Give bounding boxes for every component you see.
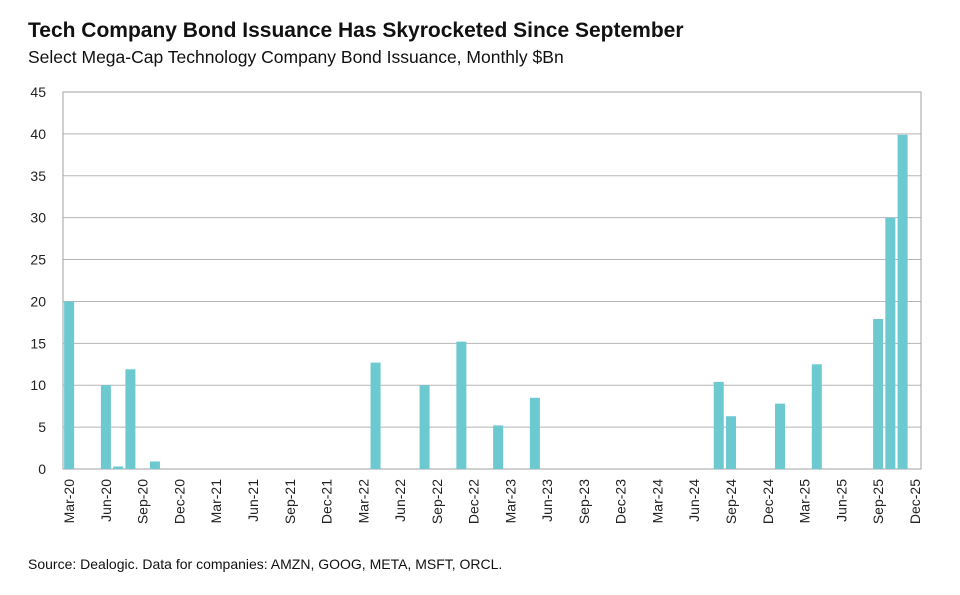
bar bbox=[64, 301, 75, 469]
chart-title: Tech Company Bond Issuance Has Skyrocket… bbox=[28, 19, 684, 42]
x-tick-label: Jun-21 bbox=[245, 479, 261, 522]
y-tick-label: 25 bbox=[30, 252, 46, 268]
bar bbox=[370, 362, 381, 469]
x-tick-label: Mar-23 bbox=[502, 479, 518, 524]
bar bbox=[125, 369, 136, 469]
bar bbox=[713, 381, 724, 469]
bar bbox=[456, 341, 467, 469]
x-tick-label: Mar-24 bbox=[649, 479, 665, 524]
chart-subtitle: Select Mega-Cap Technology Company Bond … bbox=[28, 47, 564, 67]
x-tick-label: Mar-22 bbox=[355, 479, 371, 524]
y-tick-label: 40 bbox=[30, 126, 46, 142]
y-tick-label: 10 bbox=[30, 377, 46, 393]
y-tick-label: 35 bbox=[30, 168, 46, 184]
x-tick-label: Sep-23 bbox=[576, 479, 592, 524]
bar bbox=[897, 134, 908, 469]
x-tick-label: Mar-21 bbox=[208, 479, 224, 524]
bar bbox=[529, 397, 540, 469]
x-tick-label: Jun-24 bbox=[686, 479, 702, 522]
y-tick-label: 30 bbox=[30, 210, 46, 226]
x-tick-label: Mar-20 bbox=[61, 479, 77, 524]
y-tick-label: 0 bbox=[38, 461, 46, 477]
plot-frame bbox=[62, 91, 922, 470]
x-tick-label: Jun-20 bbox=[98, 479, 114, 522]
x-tick-label: Dec-23 bbox=[613, 479, 629, 524]
y-tick-label: 45 bbox=[30, 84, 46, 100]
y-tick-label: 5 bbox=[38, 419, 46, 435]
bar bbox=[149, 461, 160, 469]
x-tick-label: Dec-21 bbox=[319, 479, 335, 524]
x-tick-label: Jun-25 bbox=[833, 479, 849, 522]
x-tick-label: Dec-25 bbox=[907, 479, 923, 524]
bar bbox=[419, 385, 430, 469]
x-tick-label: Sep-20 bbox=[135, 479, 151, 524]
y-tick-label: 15 bbox=[30, 335, 46, 351]
bar bbox=[885, 217, 896, 469]
x-tick-label: Jun-22 bbox=[392, 479, 408, 522]
bar bbox=[726, 416, 737, 469]
x-tick-label: Sep-24 bbox=[723, 479, 739, 524]
x-tick-label: Dec-24 bbox=[760, 479, 776, 524]
x-tick-label: Sep-22 bbox=[429, 479, 445, 524]
x-tick-label: Mar-25 bbox=[797, 479, 813, 524]
bar bbox=[873, 319, 884, 469]
bar bbox=[100, 385, 111, 469]
bar bbox=[775, 403, 786, 469]
x-tick-label: Dec-20 bbox=[171, 479, 187, 524]
x-tick-label: Dec-22 bbox=[466, 479, 482, 524]
x-tick-label: Jun-23 bbox=[539, 479, 555, 522]
bar bbox=[811, 364, 822, 469]
source-note: Source: Dealogic. Data for companies: AM… bbox=[28, 556, 503, 572]
bar bbox=[493, 425, 504, 469]
bar bbox=[113, 466, 124, 469]
x-tick-label: Sep-25 bbox=[870, 479, 886, 524]
x-tick-label: Sep-21 bbox=[282, 479, 298, 524]
y-tick-label: 20 bbox=[30, 293, 46, 309]
